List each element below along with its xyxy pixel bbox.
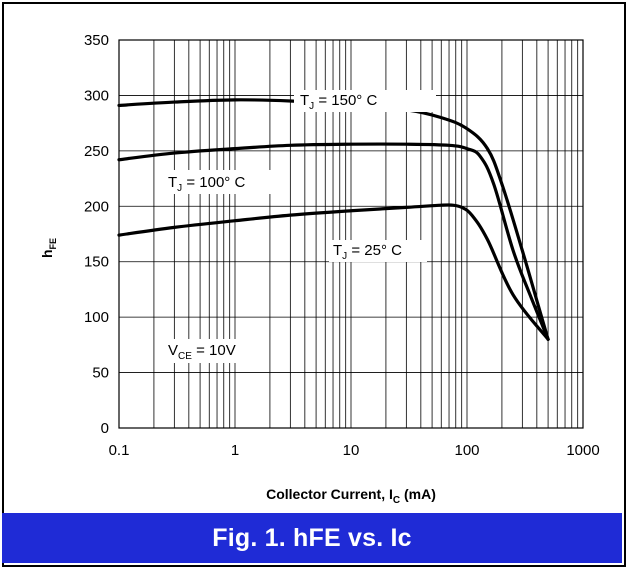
series-label-t25: TJ = 25° C (333, 242, 402, 262)
label-bg-t25 (329, 240, 427, 262)
x-tick-label: 1 (231, 442, 239, 459)
x-tick-label: 100 (454, 442, 479, 459)
x-axis-label: Collector Current, IC (mA) (266, 486, 436, 506)
label-bg-t150 (294, 90, 436, 112)
x-tick-label: 0.1 (109, 442, 130, 459)
series-group (117, 98, 550, 341)
annotation-vce: VCE = 10V (168, 342, 236, 362)
x-tick-label: 10 (343, 442, 360, 459)
y-tick-label: 250 (84, 143, 109, 160)
series-line-t150 (117, 98, 550, 341)
series-line-t100 (117, 142, 550, 341)
series-line-t25 (117, 203, 550, 341)
y-tick-label: 100 (84, 309, 109, 326)
label-bg-t100 (162, 170, 286, 194)
series-label-t100: TJ = 100° C (168, 174, 245, 194)
x-tick-label: 1000 (566, 442, 599, 459)
tick-labels: 0.1 1 10 100 1000 0 50 100 150 200 250 300 350 (84, 32, 600, 459)
annotation-bg-vce (163, 339, 259, 363)
y-tick-label: 0 (101, 420, 109, 437)
series-label-t150: TJ = 150° C (300, 92, 377, 112)
y-tick-label: 200 (84, 198, 109, 215)
y-tick-label: 300 (84, 87, 109, 104)
figure-caption: Fig. 1. hFE vs. Ic (2, 513, 622, 563)
y-tick-label: 150 (84, 254, 109, 271)
y-tick-label: 50 (92, 365, 109, 382)
y-tick-label: 350 (84, 32, 109, 49)
y-axis-label: hFE (39, 238, 58, 258)
